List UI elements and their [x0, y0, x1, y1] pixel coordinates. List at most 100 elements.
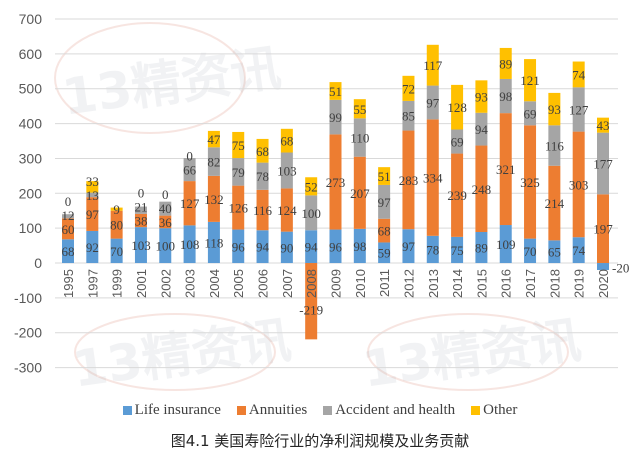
data-label-other-2012: 72 [402, 81, 415, 96]
bar-life-insurance-2020 [597, 263, 609, 270]
bar-other-2013 [426, 44, 439, 86]
y-tick-label: 500 [19, 81, 43, 97]
data-label-other-2001: 0 [138, 185, 145, 200]
data-label-life-insurance-2006: 94 [256, 240, 270, 255]
data-label-annuities-2014: 239 [447, 188, 467, 203]
watermark-text: 13精资讯 [359, 311, 585, 399]
bar-accident-and-health-2003 [183, 158, 196, 182]
bar-annuities-2004 [207, 175, 220, 222]
x-tick-label-2015: 2015 [474, 269, 489, 298]
data-label-accident-and-health-2008: 100 [301, 206, 321, 221]
data-label-life-insurance-2016: 109 [496, 237, 516, 252]
y-tick-label: 100 [19, 220, 43, 236]
bar-annuities-2010 [353, 156, 366, 229]
data-label-annuities-2001: 38 [134, 213, 147, 228]
data-label-accident-and-health-2012: 85 [402, 109, 415, 124]
bar-accident-and-health-2006 [256, 162, 269, 190]
bar-life-insurance-2005 [232, 229, 245, 264]
legend-item-accident-and-health: Accident and health [323, 402, 455, 419]
x-tick-label-2005: 2005 [231, 269, 246, 298]
data-label-annuities-2013: 334 [423, 171, 443, 186]
data-label-annuities-2002: 36 [159, 215, 173, 230]
x-tick-label-1999: 1999 [110, 269, 125, 298]
data-label-life-insurance-1997: 92 [86, 240, 99, 255]
bar-other-2009 [329, 82, 342, 100]
data-label-accident-and-health-2019: 127 [569, 102, 589, 117]
data-label-accident-and-health-2015: 94 [475, 122, 489, 137]
bar-annuities-2015 [475, 145, 488, 232]
data-label-annuities-2009: 273 [326, 175, 346, 190]
x-tick-label-2004: 2004 [207, 269, 222, 298]
legend-label: Accident and health [335, 402, 456, 418]
data-label-other-2009: 51 [329, 84, 342, 99]
x-tick-label-2003: 2003 [183, 269, 198, 298]
bar-annuities-2007 [280, 188, 293, 232]
data-label-annuities-1997: 97 [86, 207, 100, 222]
x-tick-label-2020: 2020 [596, 269, 611, 298]
bars [62, 44, 609, 340]
bar-annuities-2001 [134, 213, 147, 228]
bar-life-insurance-1999 [110, 238, 123, 264]
bar-life-insurance-2016 [499, 225, 512, 264]
y-tick-label: 700 [19, 11, 43, 27]
bar-annuities-2011 [378, 218, 391, 243]
x-tick-label-2016: 2016 [499, 269, 514, 298]
data-label-accident-and-health-2006: 78 [256, 169, 269, 184]
legend-item-annuities: Annuities [236, 402, 307, 419]
bar-life-insurance-2013 [426, 235, 439, 264]
bar-accident-and-health-2016 [499, 78, 512, 114]
bar-life-insurance-2017 [524, 238, 537, 264]
data-label-accident-and-health-2016: 98 [499, 89, 512, 104]
data-label-annuities-2005: 126 [228, 201, 248, 216]
data-label-accident-and-health-2010: 110 [350, 131, 369, 146]
data-label-other-1997: 33 [86, 174, 99, 189]
x-tick-label-2009: 2009 [329, 269, 344, 298]
bar-accident-and-health-2012 [402, 100, 415, 131]
data-label-annuities-2017: 325 [520, 175, 540, 190]
data-label-other-1999: 9 [113, 202, 120, 217]
data-label-life-insurance-2007: 90 [280, 240, 293, 255]
x-tick-label-1995: 1995 [61, 269, 76, 298]
bar-accident-and-health-2004 [207, 147, 220, 176]
bar-accident-and-health-2002 [159, 201, 172, 216]
data-label-other-2003: 0 [186, 149, 193, 164]
bar-annuities-2014 [451, 153, 464, 237]
bar-annuities-2005 [232, 185, 245, 230]
data-label-other-1995: 0 [65, 194, 72, 209]
y-tick-label: 600 [19, 46, 43, 62]
data-label-other-2018: 93 [548, 102, 561, 117]
y-tick-label: 0 [34, 255, 42, 271]
x-tick-label-2001: 2001 [134, 269, 149, 298]
bar-life-insurance-2004 [207, 221, 220, 264]
bar-other-2012 [402, 75, 415, 101]
bar-other-2008 [305, 177, 318, 196]
bar-annuities-1997 [86, 197, 99, 231]
data-label-life-insurance-2005: 96 [232, 239, 246, 254]
bar-accident-and-health-2001 [134, 206, 147, 214]
y-tick-label: 200 [19, 185, 43, 201]
data-label-other-2016: 89 [499, 56, 512, 71]
bar-other-1997 [86, 181, 99, 193]
bar-annuities-2006 [256, 189, 269, 231]
y-tick-label: 400 [19, 116, 43, 132]
legend-swatch-other [471, 406, 481, 415]
bar-accident-and-health-2017 [524, 101, 537, 126]
bar-annuities-2003 [183, 181, 196, 226]
data-label-annuities-2004: 132 [204, 192, 224, 207]
data-label-other-2005: 75 [232, 138, 245, 153]
data-label-life-insurance-2015: 89 [475, 241, 488, 256]
bar-life-insurance-2010 [353, 228, 366, 264]
data-label-life-insurance-2004: 118 [204, 235, 223, 250]
bar-other-2015 [475, 80, 488, 113]
data-label-accident-and-health-2013: 97 [426, 95, 440, 110]
x-tick-label-2012: 2012 [401, 269, 416, 298]
bar-accident-and-health-2015 [475, 112, 488, 146]
bar-accident-and-health-2019 [572, 87, 585, 132]
bar-annuities-2009 [329, 134, 342, 230]
bar-accident-and-health-2018 [548, 125, 561, 166]
bar-accident-and-health-2020 [597, 132, 609, 195]
bar-annuities-2008 [305, 263, 318, 340]
bar-life-insurance-1995 [62, 239, 74, 264]
data-label-annuities-2008: -219 [299, 302, 323, 317]
data-label-accident-and-health-2004: 82 [207, 155, 220, 170]
